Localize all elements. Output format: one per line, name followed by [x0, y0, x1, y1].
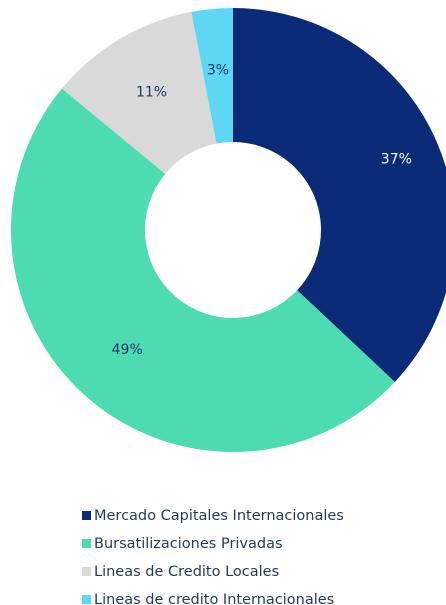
legend-label: Lineas de Credito Locales — [94, 564, 279, 580]
legend-label: Lineas de credito Internacionales — [94, 592, 334, 605]
slice-label: 11% — [136, 84, 167, 100]
legend-swatch — [82, 539, 91, 548]
slice-label: 49% — [112, 342, 143, 358]
legend-label: Mercado Capitales Internacionales — [94, 508, 344, 524]
legend-label: Bursatilizaciones Privadas — [94, 536, 283, 552]
donut-slice — [233, 8, 446, 382]
donut-slice — [61, 11, 217, 174]
slice-label: 37% — [381, 151, 412, 167]
donut-slice — [191, 8, 233, 144]
slice-label: 3% — [207, 63, 229, 79]
donut-slice — [10, 88, 395, 453]
legend-swatch — [82, 567, 91, 576]
legend-swatch — [82, 595, 91, 604]
legend-swatch — [82, 511, 91, 520]
